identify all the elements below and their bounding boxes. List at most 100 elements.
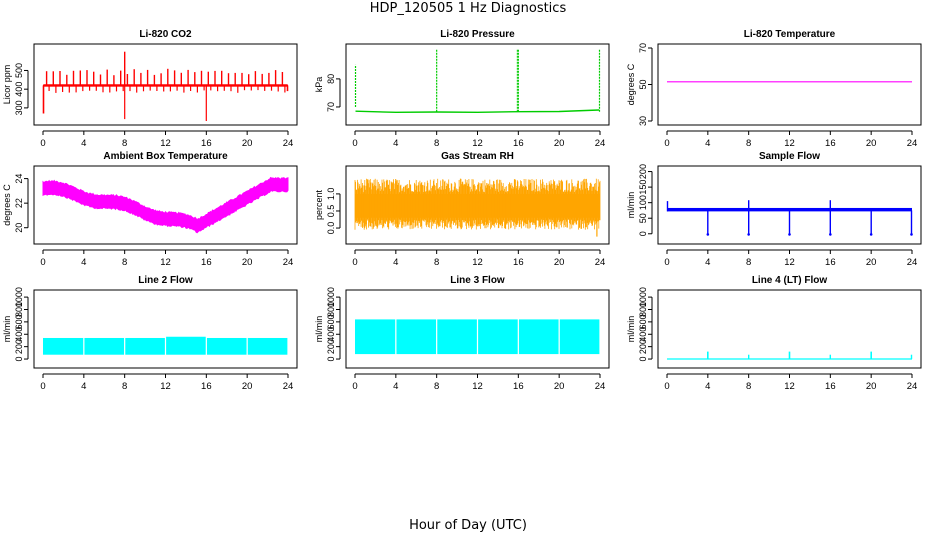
series-line (355, 109, 600, 114)
y-axis: 0.0 0.5 1.0 (326, 188, 341, 234)
x-tick-label: 8 (746, 138, 751, 149)
x-tick-label: 16 (513, 381, 524, 392)
x-tick-label: 8 (122, 257, 127, 268)
y-axis-label: degrees C (626, 63, 636, 105)
y-tick-label: 0 (638, 357, 648, 362)
data-point (706, 233, 710, 236)
series-band (206, 337, 247, 355)
data-series (355, 319, 600, 355)
y-tick-label: 20 (14, 223, 24, 233)
x-tick-label: 24 (283, 138, 294, 149)
y-tick-label: 600 (14, 314, 24, 329)
x-tick-label: 0 (352, 381, 357, 392)
x-tick-label: 12 (472, 138, 483, 149)
y-axis-label: ml/min (2, 316, 12, 343)
y-tick-label: 500 (14, 63, 24, 78)
x-tick-label: 24 (283, 381, 294, 392)
data-series (666, 200, 913, 236)
x-tick-label: 24 (595, 138, 606, 149)
plot-frame (657, 289, 922, 369)
chart-panel-7: Line 2 Flow ml/min 0 4 8 12 16 20 24 0 20040060080… (2, 275, 298, 392)
plot-frame (33, 43, 298, 126)
x-tick-label: 20 (554, 381, 565, 392)
x-tick-label: 0 (664, 381, 669, 392)
y-tick-label: 1.0 (326, 188, 336, 201)
y-axis: 20 22 24 (14, 174, 29, 233)
y-tick-label: 100 (638, 195, 648, 210)
y-axis-label: Licor ppm (2, 65, 12, 105)
chart-title: Gas Stream RH (441, 151, 514, 162)
y-tick-label: 600 (326, 314, 336, 329)
chart-panel-9: Line 4 (LT) Flow ml/min 0 4 8 12 16 20 24 0 200400… (626, 275, 922, 392)
figure-x-axis-label: Hour of Day (UTC) (409, 518, 527, 533)
chart-title: Ambient Box Temperature (103, 151, 228, 162)
x-tick-label: 24 (595, 257, 606, 268)
x-axis: 0 4 8 12 16 20 24 (664, 249, 917, 268)
y-axis-label: percent (314, 189, 324, 220)
x-tick-label: 16 (825, 257, 836, 268)
x-axis: 0 4 8 12 16 20 24 (40, 130, 294, 149)
x-tick-label: 16 (201, 138, 212, 149)
y-tick-label: 70 (326, 102, 336, 112)
x-tick-label: 12 (784, 381, 795, 392)
y-tick-label: 1000 (638, 287, 648, 307)
x-tick-label: 0 (664, 257, 669, 268)
x-tick-label: 4 (393, 257, 398, 268)
y-tick-label: 50 (638, 213, 648, 223)
y-tick-label: 30 (638, 116, 648, 126)
x-tick-label: 4 (81, 381, 86, 392)
y-tick-label: 200 (638, 339, 648, 354)
y-tick-label: 300 (14, 100, 24, 115)
data-series (354, 49, 601, 114)
chart-title: Li-820 Pressure (440, 29, 515, 40)
data-series (42, 51, 289, 121)
x-tick-label: 4 (705, 257, 710, 268)
series-band (43, 84, 288, 87)
data-series (43, 336, 288, 355)
x-tick-label: 12 (160, 257, 171, 268)
y-tick-label: 400 (638, 327, 648, 342)
x-tick-label: 20 (242, 138, 253, 149)
y-tick-label: 200 (638, 164, 648, 179)
plot-frame (33, 165, 298, 245)
y-tick-label: 0 (14, 357, 24, 362)
x-tick-label: 0 (664, 138, 669, 149)
plot-frame (33, 289, 298, 369)
x-axis: 0 4 8 12 16 20 24 (664, 373, 918, 392)
y-tick-label: 200 (14, 339, 24, 354)
series-band (42, 176, 289, 234)
series-band (396, 319, 437, 355)
y-tick-label: 24 (14, 174, 24, 184)
x-tick-label: 16 (825, 381, 836, 392)
x-tick-label: 12 (472, 257, 483, 268)
y-axis: 30 50 70 (638, 43, 653, 126)
x-tick-label: 20 (242, 381, 253, 392)
x-tick-label: 16 (513, 138, 524, 149)
x-tick-label: 0 (352, 138, 357, 149)
x-tick-label: 8 (434, 381, 439, 392)
y-tick-label: 150 (638, 180, 648, 195)
y-tick-label: 0.5 (326, 205, 336, 218)
series-band (166, 336, 206, 355)
series-band (478, 319, 518, 355)
y-axis: 70 80 (326, 74, 341, 112)
x-tick-label: 0 (40, 257, 45, 268)
plot-frame (345, 43, 610, 126)
x-tick-label: 24 (283, 257, 294, 268)
y-tick-label: 400 (14, 82, 24, 97)
x-tick-label: 0 (40, 381, 45, 392)
x-tick-label: 24 (907, 381, 918, 392)
y-tick-label: 1000 (14, 287, 24, 307)
y-axis-label: ml/min (314, 316, 324, 343)
chart-title: Sample Flow (759, 151, 820, 162)
series-band (518, 319, 559, 355)
chart-panel-1: Li-820 CO2 Licor ppm 0 4 8 12 16 20 24 300 400 500 (2, 29, 298, 149)
x-tick-label: 12 (784, 257, 795, 268)
x-tick-label: 4 (393, 138, 398, 149)
y-tick-label: 800 (14, 302, 24, 317)
y-tick-label: 50 (638, 79, 648, 89)
chart-title: Li-820 CO2 (139, 29, 192, 40)
